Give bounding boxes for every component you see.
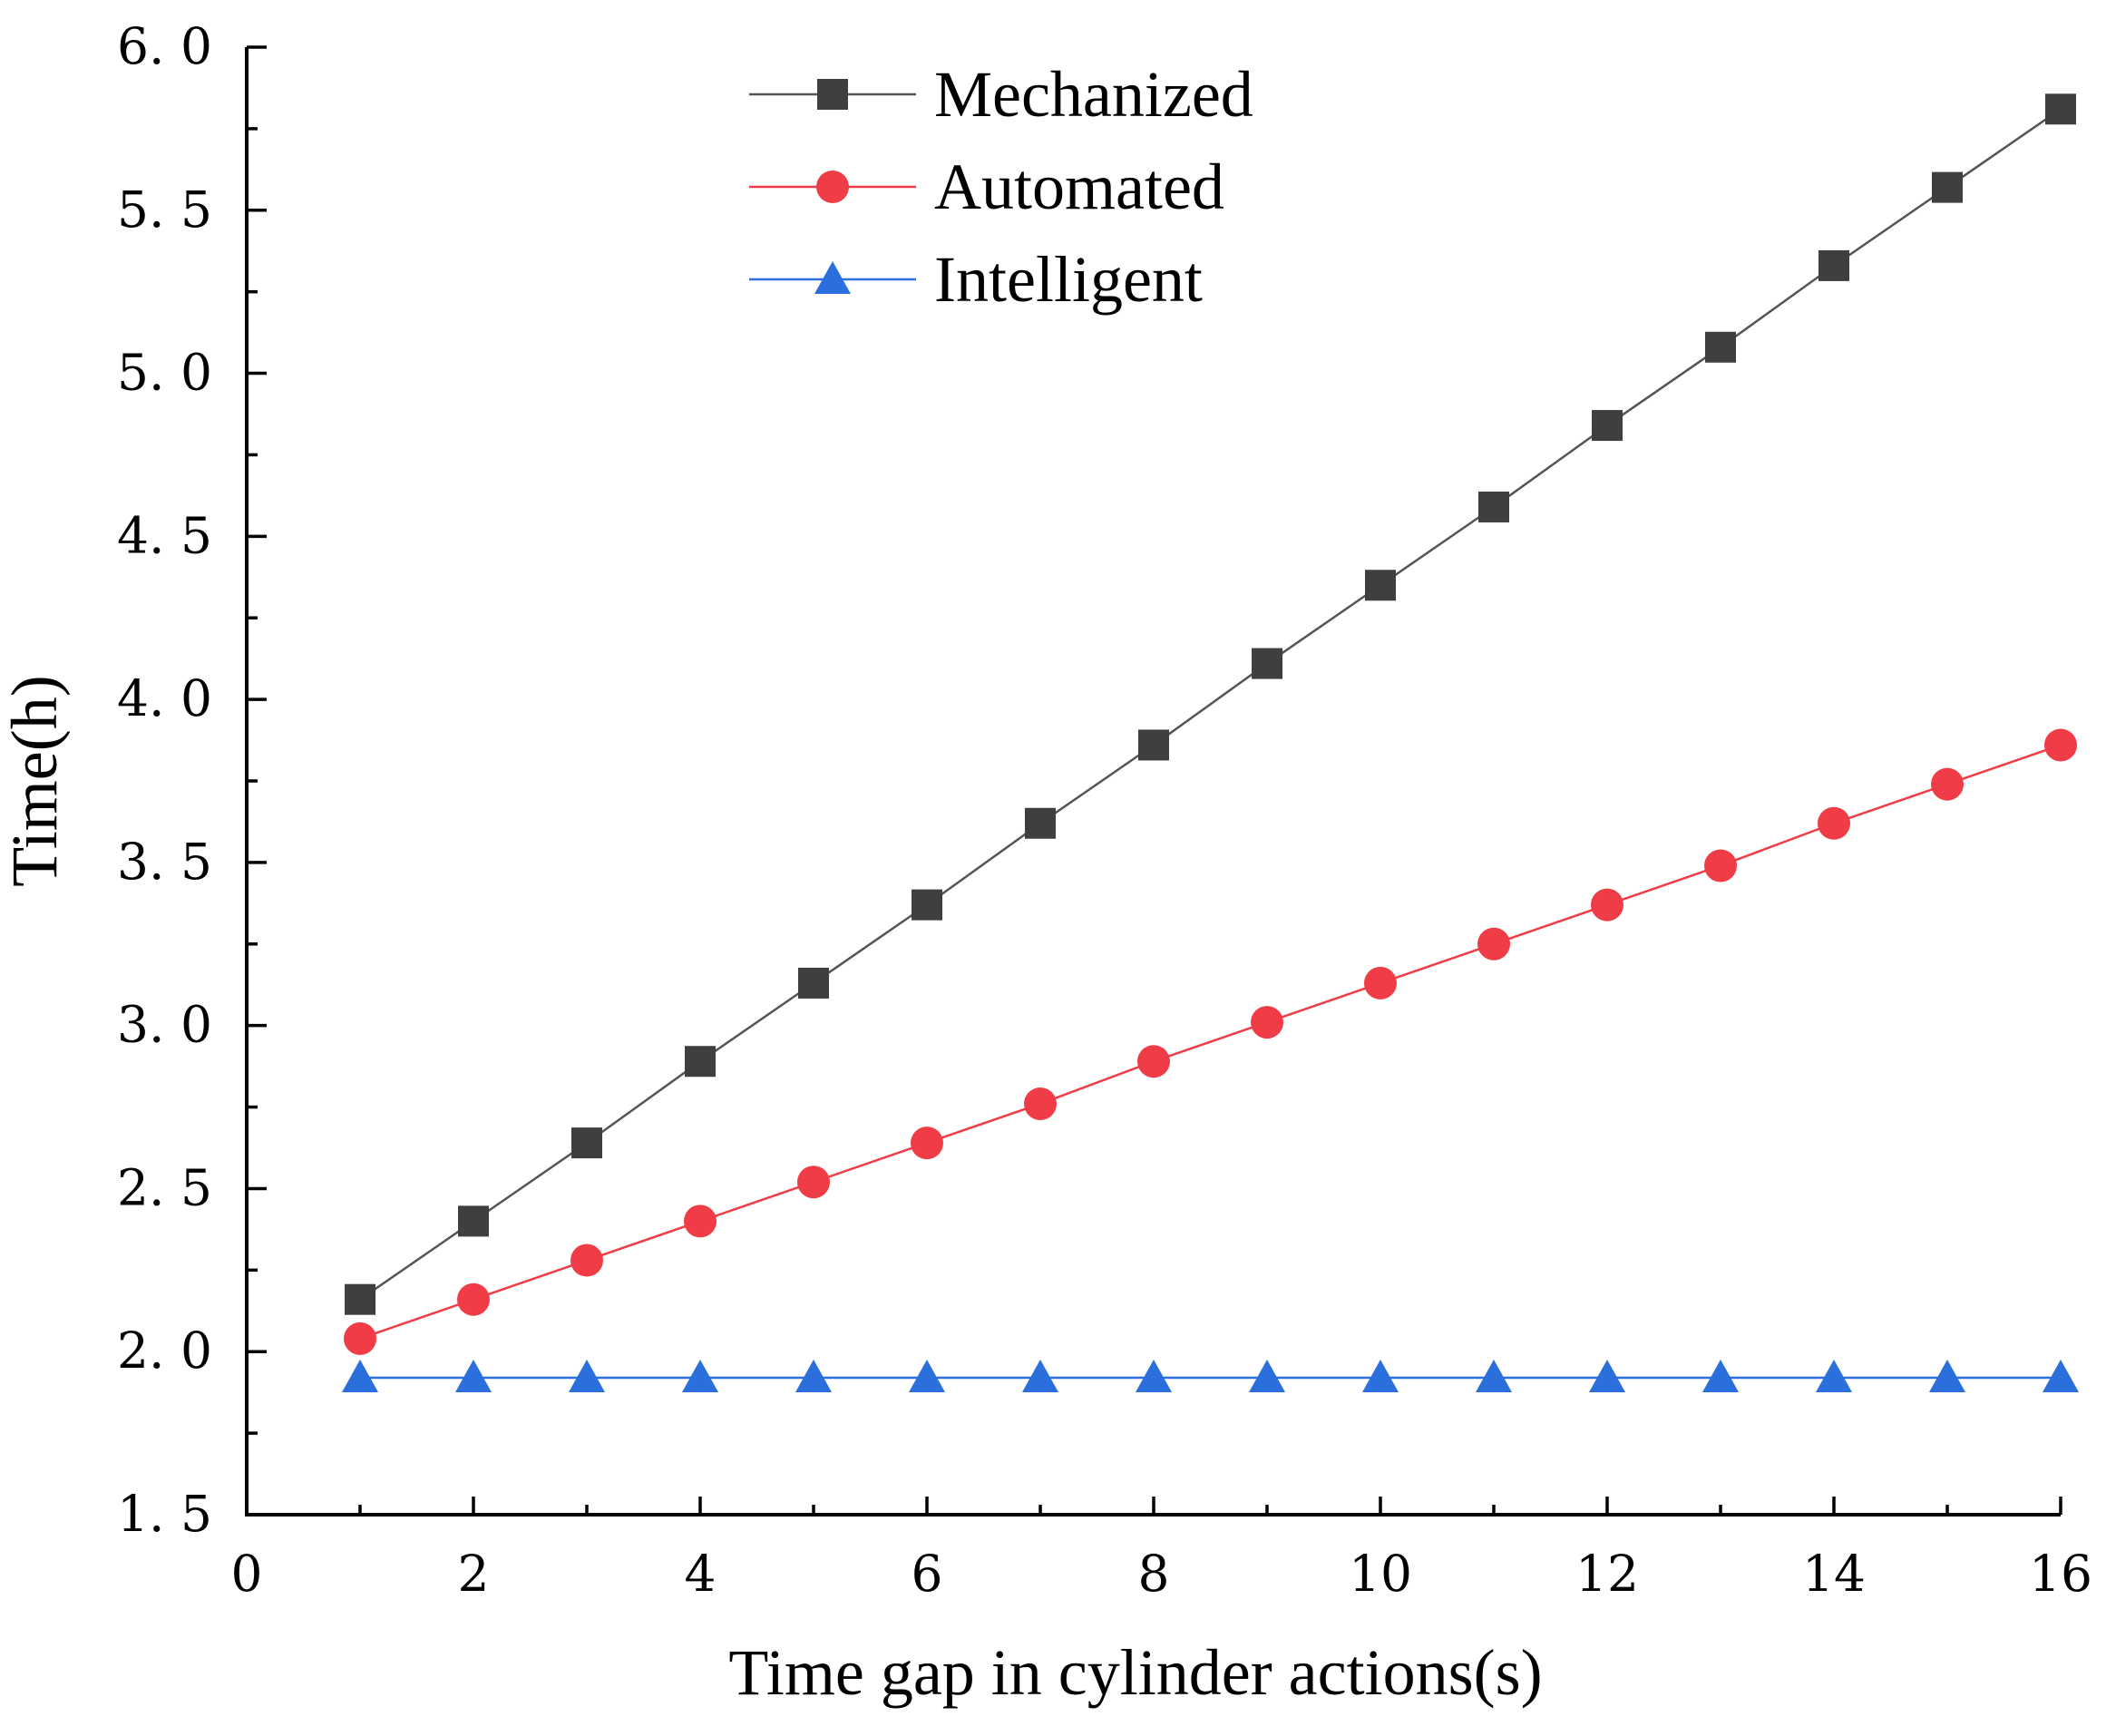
data-point [1364,966,1397,1000]
x-tick-label: 16 [2029,1545,2092,1603]
legend: Mechanized Automated Intelligent [749,58,1253,316]
data-point [1022,1359,1058,1392]
legend-label: Automated [934,151,1224,223]
y-tick-label: 6. 0 [117,17,212,75]
series-mechanized [345,93,2076,1315]
data-point [682,1359,718,1392]
data-point [1025,807,1056,839]
data-point [1931,767,1964,801]
x-axis-title: Time gap in cylinder actions(s) [728,1636,1542,1709]
x-tick-label: 4 [685,1545,717,1603]
y-tick-label: 5. 0 [117,344,212,402]
y-tick-label: 5. 5 [117,180,212,239]
data-point [1478,491,1509,522]
data-point [1477,927,1510,961]
series-intelligent [342,1359,2079,1392]
data-point [1818,806,1850,840]
data-point [1818,249,1849,281]
data-point [1932,171,1963,203]
data-point [455,1359,492,1392]
series-line [359,108,2062,1301]
y-tick-label: 4. 5 [117,506,212,564]
data-point [1252,648,1282,679]
data-point [2044,728,2077,762]
series-automated [344,728,2077,1355]
legend-label: Intelligent [934,243,1203,316]
legend-item-intelligent: Intelligent [749,243,1203,316]
x-ticks: 0 2 4 6 8 10 12 14 16 [231,1497,2092,1603]
data-point [1136,1359,1172,1392]
y-ticks: 1. 5 2. 0 2. 5 3. 0 3. 5 4. 0 4. 5 5. 0 5. 5 6. 0 [117,17,267,1543]
legend-marker [817,79,848,110]
y-tick-label: 3. 5 [117,833,212,891]
legend-label: Mechanized [934,58,1253,131]
data-point [1704,849,1737,883]
data-point [684,1204,717,1238]
data-point [1365,570,1396,601]
data-point [797,1165,830,1199]
legend-marker [816,171,849,203]
x-tick-label: 6 [912,1545,943,1603]
data-point [344,1322,376,1355]
data-point [1705,331,1736,363]
y-axis-title: Time(h) [0,675,71,886]
data-point [1251,1006,1283,1039]
series-line [359,744,2062,1341]
data-point [345,1283,375,1315]
legend-marker [814,261,851,294]
data-point [1138,729,1169,761]
data-point [685,1046,716,1078]
data-point [1476,1359,1512,1392]
data-point [795,1359,832,1392]
data-point [569,1359,605,1392]
x-tick-label: 12 [1575,1545,1639,1603]
y-tick-label: 4. 0 [117,669,212,727]
data-point [909,1359,945,1392]
y-tick-label: 1. 5 [117,1485,212,1543]
data-point [798,967,829,999]
data-point [1591,888,1623,922]
data-point [342,1359,378,1392]
data-point [911,1126,943,1160]
x-tick-label: 10 [1349,1545,1412,1603]
data-point [458,1205,489,1237]
data-point [457,1282,490,1316]
y-tick-label: 2. 0 [117,1322,212,1380]
y-tick-label: 3. 0 [117,996,212,1054]
legend-item-automated: Automated [749,151,1224,223]
data-point [1702,1359,1739,1392]
data-point [1592,410,1623,442]
x-tick-label: 14 [1802,1545,1866,1603]
x-tick-label: 2 [458,1545,490,1603]
y-tick-label: 2. 5 [117,1158,212,1216]
data-point [2043,1359,2079,1392]
data-point [1362,1359,1399,1392]
x-tick-label: 8 [1138,1545,1170,1603]
data-point [1929,1359,1965,1392]
data-point [571,1127,602,1159]
x-tick-label: 0 [231,1545,263,1603]
data-point [1816,1359,1852,1392]
data-point [1589,1359,1625,1392]
legend-item-mechanized: Mechanized [749,58,1253,131]
data-point [1024,1087,1057,1120]
data-point [1137,1045,1170,1078]
data-point [570,1243,603,1277]
data-point [2045,93,2076,125]
data-point [912,889,942,921]
series-layer [342,93,2079,1392]
data-point [1249,1359,1285,1392]
